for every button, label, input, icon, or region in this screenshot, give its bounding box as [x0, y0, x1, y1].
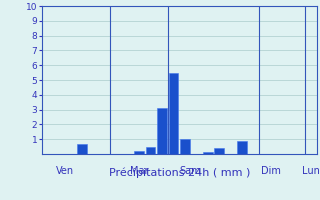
- Bar: [214, 148, 224, 154]
- Text: Sam: Sam: [180, 166, 202, 176]
- Bar: [169, 73, 178, 154]
- Text: Ven: Ven: [55, 166, 74, 176]
- Bar: [134, 151, 144, 154]
- Bar: [146, 147, 156, 154]
- Text: Lun: Lun: [302, 166, 320, 176]
- Bar: [203, 152, 213, 154]
- Text: Mar: Mar: [130, 166, 148, 176]
- X-axis label: Précipitations 24h ( mm ): Précipitations 24h ( mm ): [108, 168, 250, 178]
- Text: Dim: Dim: [261, 166, 281, 176]
- Bar: [77, 144, 87, 154]
- Bar: [157, 108, 167, 154]
- Bar: [237, 141, 247, 154]
- Bar: [180, 139, 190, 154]
